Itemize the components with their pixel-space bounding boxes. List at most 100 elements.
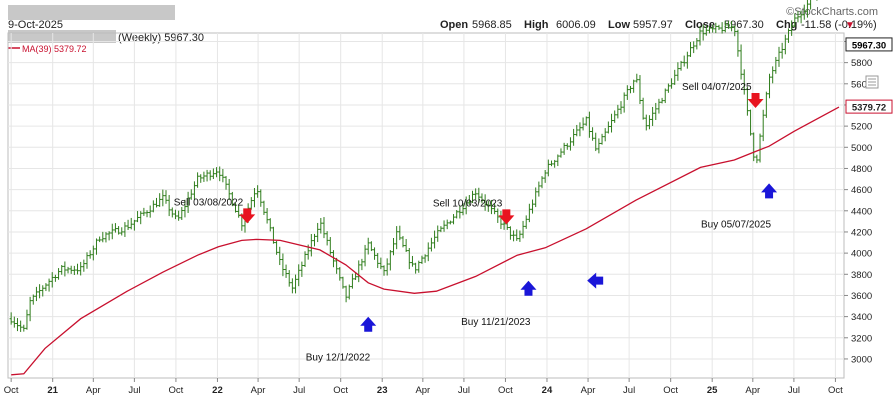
ohlc-bar [742,69,746,95]
ohlc-bar [651,106,655,126]
ohlc-bar [347,284,351,300]
last-price-tag-text: 5967.30 [852,40,886,51]
ohlc-bar [679,60,683,71]
ohlc-bar [214,167,219,178]
ohlc-bar [395,226,399,250]
ohlc-bar [249,197,253,210]
y-tick-label: 4000 [851,249,872,260]
ohlc-bar [793,13,797,28]
ohlc-bar [186,191,190,213]
ohlc-bar [211,168,215,180]
ohlc-bar [293,274,298,294]
buy-signal: Buy 12/1/2022 [306,316,377,364]
ohlc-bar [553,159,557,168]
ohlc-bar [578,122,582,137]
ohlc-bar [771,66,775,84]
watermark: ©StockCharts.com [786,6,878,18]
x-tick-label: Oct [169,385,184,396]
ohlc-bar [606,121,610,134]
ohlc-bar [382,265,386,276]
ohlc-bar [41,285,45,297]
ohlc-value: 5957.97 [633,19,673,31]
y-tick-label: 3800 [851,270,872,281]
y-tick-label: 4400 [851,206,872,217]
x-tick-label: Oct [498,385,513,396]
ohlc-bar [537,181,541,197]
ohlc-bar [309,234,313,257]
ohlc-bar [745,86,749,116]
ohlc-bar [335,257,339,274]
ohlc-bar [259,189,263,207]
ohlc-bar [455,210,459,219]
ohlc-value: -11.58 (-0.19%) [801,19,877,31]
y-tick-label: 3000 [851,354,872,365]
ohlc-bar [192,181,197,200]
ohlc-bar [79,261,83,276]
ohlc-bar [126,219,130,231]
ohlc-bar [805,0,810,18]
ohlc-bar [360,258,364,271]
ohlc-bar [733,25,737,37]
ohlc-bar [562,142,566,155]
ohlc-bar [107,231,111,241]
ohlc-bar [790,20,794,36]
ohlc-bar [28,296,32,322]
legend-price-label: (Weekly) 5967.30 [118,32,204,44]
grid [8,33,844,378]
ohlc-bar [325,231,329,246]
y-tick-label: 4200 [851,227,872,238]
ohlc-bar [816,0,818,1]
ohlc-bar [726,20,731,29]
ohlc-bar [398,225,402,241]
ohlc-bar [632,79,636,93]
ohlc-bar [748,109,753,136]
ohlc-bar [796,11,800,23]
ohlc-bar [404,238,408,252]
ohlc-bar [98,236,102,243]
ohlc-bar [565,143,569,150]
ohlc-bar [486,200,490,212]
ohlc-bar [256,185,260,198]
sell-signal: Sell 03/08/2022 [174,197,256,224]
ohlc-bar [177,210,181,221]
ohlc-bar [676,62,680,81]
ohlc-bar [265,208,269,224]
ohlc-bar [758,133,762,163]
ohlc-bar [628,85,633,94]
sell-arrow-icon [498,209,515,225]
scroll-icon[interactable] [865,75,879,89]
ohlc-bar [281,253,285,277]
sell-signal: Sell 04/07/2025 [682,82,764,109]
ohlc-bar [521,220,525,239]
ohlc-bar [714,22,718,34]
ohlc-bar [161,189,165,207]
ohlc-bar [208,170,212,181]
sell-label: Sell 04/07/2025 [682,82,752,93]
x-tick-label: Apr [251,385,266,396]
ohlc-value: 6006.09 [556,19,596,31]
ohlc-bar [284,264,288,278]
ohlc-bar [129,217,133,230]
y-tick-label: 3600 [851,291,872,302]
x-tick-label: Jul [293,385,305,396]
ohlc-bar [53,274,57,282]
ohlc-bar [499,210,503,230]
buy-signal [587,272,604,289]
sell-label: Sell 03/08/2022 [174,197,244,208]
x-tick-label: Oct [828,385,843,396]
chart-date: 9-Oct-2025 [8,19,63,31]
ohlc-bar [730,20,734,32]
x-tick-label: Jul [623,385,635,396]
ma-value-tag-box [845,99,893,114]
buy-arrow-icon [360,316,377,332]
ohlc-bar [467,194,471,206]
ohlc-bar [230,191,234,207]
ohlc-bar [233,203,238,213]
x-tick-label: Apr [581,385,596,396]
ohlc-bar [12,316,16,328]
ohlc-bar [303,251,307,268]
sell-signal: Sell 10/03/2023 [433,198,515,225]
ohlc-value: 5967.30 [724,19,764,31]
ohlc-bar [75,263,80,275]
ohlc-bar [657,98,661,114]
